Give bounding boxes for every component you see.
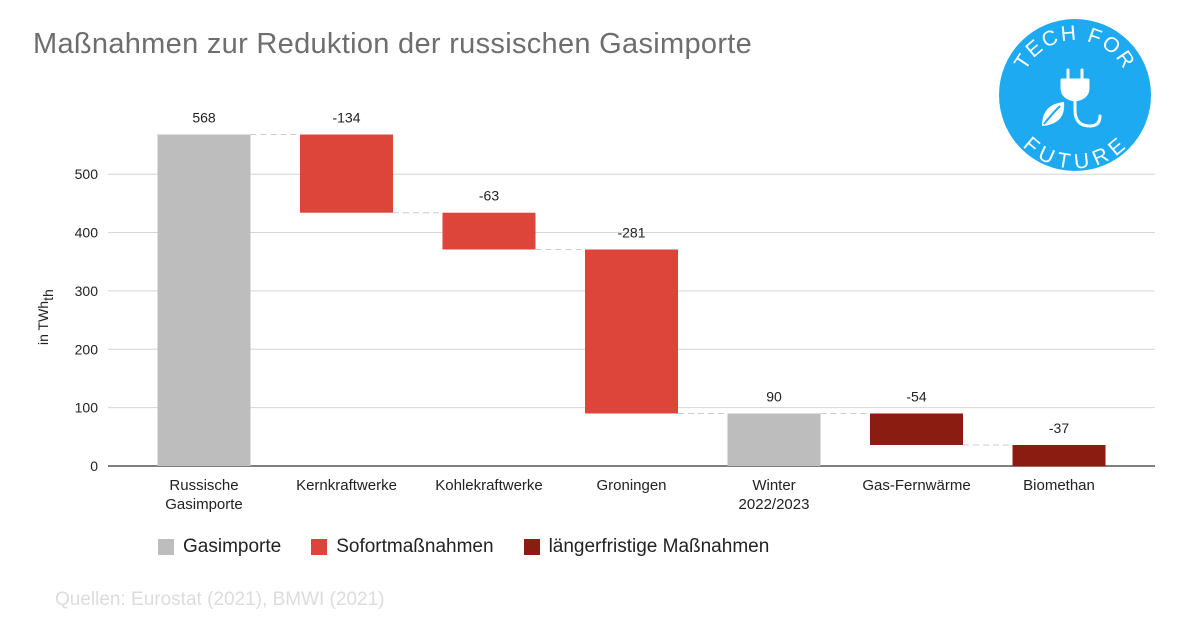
chart-legend: Gasimporte Sofortmaßnahmen längerfristig…	[158, 536, 799, 558]
x-tick-label: Kohlekraftwerke	[435, 477, 543, 494]
y-tick-label: 300	[75, 283, 99, 299]
data-label: 90	[766, 388, 782, 404]
legend-item-sofortmassnahmen: Sofortmaßnahmen	[311, 536, 494, 558]
legend-swatch-laengerfristige-massnahmen	[523, 539, 540, 555]
x-tick-label: Groningen	[596, 477, 666, 494]
data-label: -54	[906, 388, 926, 404]
plug-icon	[1060, 68, 1102, 128]
bar	[157, 134, 251, 466]
x-tick-label: Russische	[169, 477, 238, 494]
legend-label-laengerfristige-massnahmen: längerfristige Maßnahmen	[548, 536, 770, 557]
x-tick-label: Gas-Fernwärme	[862, 477, 970, 494]
x-tick-label: Gasimporte	[165, 496, 243, 513]
bar	[727, 413, 821, 466]
leaf-icon	[1042, 102, 1065, 126]
bar	[300, 134, 393, 213]
legend-item-gasimporte: Gasimporte	[158, 536, 281, 558]
legend-label-gasimporte: Gasimporte	[183, 536, 282, 557]
y-tick-label: 100	[75, 400, 99, 416]
y-tick-label: 200	[75, 341, 99, 357]
data-label: -37	[1049, 420, 1069, 436]
data-label: -63	[479, 188, 499, 204]
y-tick-label: 400	[75, 225, 99, 241]
bar	[585, 249, 678, 414]
x-tick-label: Biomethan	[1023, 477, 1095, 494]
data-label: -281	[617, 224, 645, 240]
legend-swatch-sofortmassnahmen	[311, 539, 328, 555]
x-tick-label: Winter	[752, 477, 795, 494]
tech-for-future-logo: TECH FOR FUTURE	[999, 19, 1151, 172]
bar	[442, 212, 536, 250]
bar	[870, 413, 963, 445]
data-label: -134	[332, 110, 360, 126]
y-tick-label: 500	[75, 166, 99, 182]
y-tick-label: 0	[90, 458, 98, 474]
legend-swatch-gasimporte	[158, 539, 174, 555]
x-tick-label: 2022/2023	[739, 496, 810, 513]
x-tick-label: Kernkraftwerke	[296, 477, 397, 494]
chart-title: Maßnahmen zur Reduktion der russischen G…	[33, 28, 753, 60]
y-axis-label: in TWhth	[35, 289, 56, 345]
source-note: Quellen: Eurostat (2021), BMWI (2021)	[55, 589, 385, 610]
legend-label-sofortmassnahmen: Sofortmaßnahmen	[336, 536, 494, 557]
bar	[1012, 444, 1106, 467]
legend-item-laengerfristige-massnahmen: längerfristige Maßnahmen	[523, 536, 770, 558]
data-label: 568	[192, 110, 216, 126]
